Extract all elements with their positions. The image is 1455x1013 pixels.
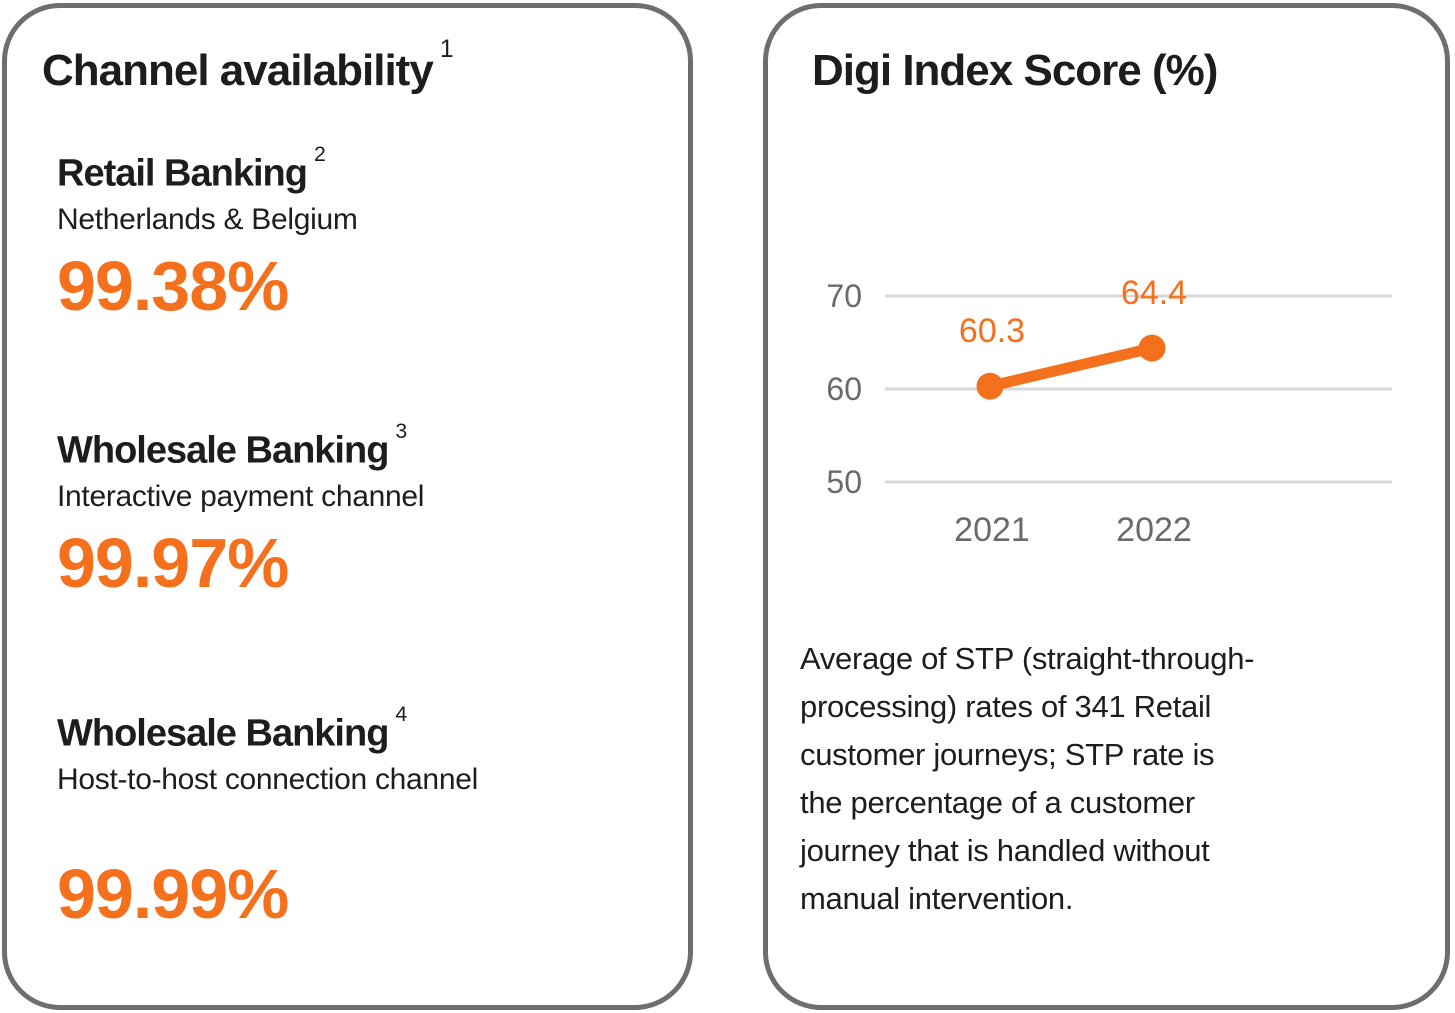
stat-heading-text: Wholesale Banking <box>57 429 389 472</box>
stat-heading-text: Wholesale Banking <box>57 712 389 755</box>
data-point-2022 <box>1138 334 1166 362</box>
chart-description: Average of STP (straight-through- proces… <box>800 641 1255 916</box>
footnote-marker-1: 1 <box>439 35 454 63</box>
channel-availability-card: Channel availability 1 Retail Banking 2 Ne… <box>2 3 693 1010</box>
stat-heading: Wholesale Banking 3 <box>57 418 424 475</box>
series-line <box>984 342 1158 392</box>
data-point-2021 <box>976 372 1004 400</box>
stat-heading: Retail Banking 2 <box>57 141 358 198</box>
y-axis-tick-label: 70 <box>826 278 862 314</box>
card-title-text: Channel availability <box>42 46 434 95</box>
digi-index-chart: 70 60 50 60.3 2021 64.4 2022 <box>826 274 1392 549</box>
footnote-marker-4: 4 <box>395 701 408 726</box>
digi-index-title: Digi Index Score (%) <box>812 46 1218 95</box>
y-axis-tick-label: 50 <box>826 464 862 500</box>
channel-availability-title: Channel availability 1 <box>42 36 454 96</box>
data-label: 64.4 <box>1121 274 1187 312</box>
x-axis-label: 2021 <box>954 511 1030 549</box>
footnote-marker-3: 3 <box>395 418 408 443</box>
y-axis-tick-label: 60 <box>826 371 862 407</box>
stat-heading: Wholesale Banking 4 <box>57 701 478 758</box>
footnote-marker-2: 2 <box>313 141 326 166</box>
stat-subtitle: Netherlands & Belgium <box>57 202 358 236</box>
data-label: 60.3 <box>959 312 1025 350</box>
stat-value: 99.38% <box>57 246 289 325</box>
stat-retail-banking: Retail Banking 2 Netherlands & Belgium 99… <box>57 141 358 326</box>
stat-value: 99.97% <box>57 523 289 602</box>
stat-wholesale-banking-host: Wholesale Banking 4 Host-to-host connecti… <box>57 701 478 934</box>
stat-value: 99.99% <box>57 854 289 933</box>
digi-index-card: Digi Index Score (%) 70 60 50 60.3 2021 64.4 2… <box>763 3 1450 1010</box>
stat-subtitle: Host-to-host connection channel <box>57 762 478 796</box>
stat-wholesale-banking-interactive: Wholesale Banking 3 Interactive payment c… <box>57 418 424 603</box>
stat-heading-text: Retail Banking <box>57 152 308 195</box>
x-axis-label: 2022 <box>1116 511 1192 549</box>
stat-subtitle: Interactive payment channel <box>57 479 425 513</box>
